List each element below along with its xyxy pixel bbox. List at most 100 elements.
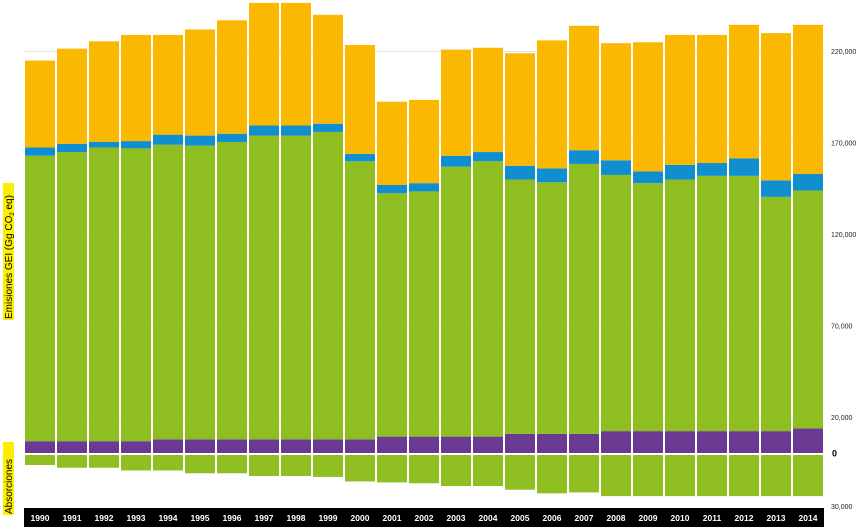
x-tick-label-1994: 1994	[159, 513, 178, 523]
bar-1991-series-0	[57, 441, 87, 454]
bar-1997-series-3	[249, 2, 279, 126]
y-tick-label-0: 30,000	[831, 504, 853, 511]
x-tick-label-1990: 1990	[31, 513, 50, 523]
x-tick-label-2003: 2003	[447, 513, 466, 523]
y-tick-label-6: 220,000	[831, 49, 856, 56]
bar-2008-series-4	[601, 454, 631, 497]
x-tick-label-2011: 2011	[703, 513, 722, 523]
bar-2007-series-3	[569, 25, 599, 151]
bar-1997-series-0	[249, 439, 279, 454]
bar-2004-series-4	[473, 454, 503, 487]
bar-1998-series-3	[281, 2, 311, 126]
bar-1992-series-2	[89, 141, 119, 148]
bar-1999-series-3	[313, 14, 343, 124]
bar-2014-series-4	[793, 454, 823, 497]
bar-1999-series-4	[313, 454, 343, 477]
bar-2012-series-3	[729, 24, 759, 159]
bar-1993-series-4	[121, 454, 151, 471]
x-tick-label-2007: 2007	[575, 513, 594, 523]
x-tick-label-2000: 2000	[351, 513, 370, 523]
bar-1996-series-0	[217, 439, 247, 454]
bar-2007-series-1	[569, 163, 599, 434]
bar-2002-series-4	[409, 454, 439, 484]
bar-2008-series-3	[601, 43, 631, 161]
x-tick-label-1998: 1998	[287, 513, 306, 523]
bar-2011-series-1	[697, 175, 727, 432]
ylabel-highlight	[3, 183, 14, 320]
x-tick-label-2001: 2001	[383, 513, 402, 523]
bar-2000-series-4	[345, 454, 375, 482]
bars	[25, 2, 823, 497]
x-axis-band	[24, 508, 824, 527]
x-tick-label-2002: 2002	[415, 513, 434, 523]
bar-2006-series-4	[537, 454, 567, 494]
bar-2003-series-4	[441, 454, 471, 487]
bar-2009-series-4	[633, 454, 663, 497]
bar-2006-series-3	[537, 40, 567, 169]
bar-2004-series-2	[473, 152, 503, 162]
bar-1998-series-2	[281, 125, 311, 136]
bar-1992-series-0	[89, 441, 119, 454]
bar-1991-series-2	[57, 143, 87, 153]
bar-2005-series-4	[505, 454, 535, 490]
bar-1991-series-3	[57, 48, 87, 144]
bar-1998-series-4	[281, 454, 311, 476]
x-tick-label-1991: 1991	[63, 513, 82, 523]
bar-1995-series-4	[185, 454, 215, 474]
bar-2006-series-1	[537, 182, 567, 434]
x-tick-label-1999: 1999	[319, 513, 338, 523]
bar-1994-series-3	[153, 34, 183, 135]
bar-2003-series-3	[441, 49, 471, 156]
bar-2005-series-2	[505, 165, 535, 180]
bar-1993-series-2	[121, 141, 151, 149]
bar-2001-series-0	[377, 436, 407, 454]
bar-1998-series-0	[281, 439, 311, 454]
bar-1996-series-3	[217, 20, 247, 134]
bar-2003-series-2	[441, 155, 471, 167]
bar-2000-series-2	[345, 153, 375, 162]
bar-2001-series-4	[377, 454, 407, 483]
x-tick-label-2004: 2004	[479, 513, 498, 523]
x-tick-label-1996: 1996	[223, 513, 242, 523]
bar-2010-series-0	[665, 431, 695, 454]
bar-1992-series-4	[89, 454, 119, 468]
bar-2009-series-1	[633, 183, 663, 432]
x-tick-label-2010: 2010	[671, 513, 690, 523]
bar-1997-series-4	[249, 454, 279, 476]
bar-2005-series-3	[505, 53, 535, 166]
bar-2009-series-2	[633, 171, 663, 184]
bar-2010-series-1	[665, 179, 695, 432]
bar-2001-series-2	[377, 184, 407, 194]
bar-2013-series-2	[761, 180, 791, 197]
bar-2002-series-1	[409, 191, 439, 437]
x-tick-label-2013: 2013	[767, 513, 786, 523]
bar-2010-series-2	[665, 164, 695, 180]
bar-1997-series-2	[249, 125, 279, 136]
bar-2011-series-2	[697, 163, 727, 176]
bar-2004-series-0	[473, 436, 503, 454]
bar-1995-series-1	[185, 145, 215, 440]
bar-2001-series-1	[377, 193, 407, 437]
bar-1994-series-2	[153, 134, 183, 145]
bar-2011-series-0	[697, 431, 727, 454]
bar-2000-series-3	[345, 44, 375, 154]
bar-1990-series-2	[25, 147, 55, 156]
x-tick-label-1997: 1997	[255, 513, 274, 523]
bar-1996-series-2	[217, 133, 247, 142]
bar-2004-series-3	[473, 47, 503, 153]
bar-1990-series-3	[25, 60, 55, 148]
bar-2000-series-1	[345, 161, 375, 440]
bar-2012-series-0	[729, 431, 759, 454]
bar-2003-series-1	[441, 166, 471, 437]
absorciones-highlight	[3, 442, 14, 515]
x-tick-label-1992: 1992	[95, 513, 114, 523]
bar-1993-series-0	[121, 441, 151, 454]
bar-1995-series-2	[185, 135, 215, 146]
y-tick-label-5: 170,000	[831, 140, 856, 147]
bar-2014-series-2	[793, 174, 823, 191]
bar-2014-series-0	[793, 428, 823, 454]
x-tick-label-1993: 1993	[127, 513, 146, 523]
bar-2000-series-0	[345, 439, 375, 454]
bar-1994-series-0	[153, 439, 183, 454]
